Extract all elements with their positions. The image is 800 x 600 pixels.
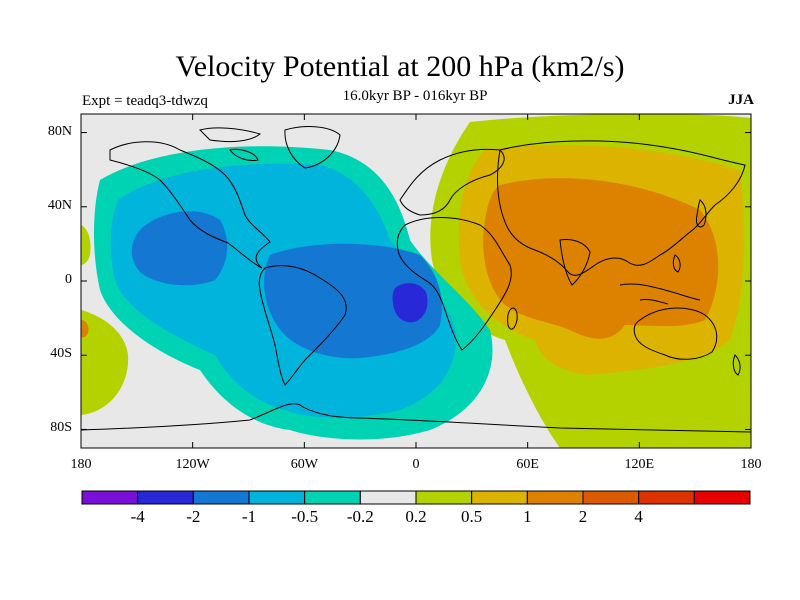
colorbar-label: -2 — [186, 507, 201, 526]
colorbar-swatch — [526, 490, 584, 505]
coastline-australia — [633, 307, 718, 360]
colorbar-label: 2 — [578, 507, 588, 526]
x-tick-label: 120E — [624, 457, 655, 472]
colorbar-swatch — [137, 490, 194, 505]
colorbar-swatch — [359, 490, 417, 505]
x-tick-label: 60W — [290, 457, 318, 472]
y-tick-label: 40N — [47, 197, 72, 213]
coastline-europe — [399, 148, 505, 216]
coastline-north-america — [109, 141, 271, 269]
contour-positive-1 — [483, 178, 719, 339]
coastline-new-zealand — [732, 354, 741, 376]
colorbar-swatch — [638, 490, 695, 505]
contour-positive-orange-small — [81, 320, 89, 338]
season-label: JJA — [728, 92, 754, 108]
colorbar-swatch — [248, 490, 306, 505]
contour-negative-1-south — [264, 243, 442, 359]
colorbar-swatch — [81, 490, 139, 505]
contour-negative-1-north — [131, 211, 228, 286]
contour-negative-2 — [392, 283, 428, 323]
y-tick-label: 80N — [47, 123, 72, 139]
colorbar-label: 1 — [523, 507, 532, 526]
colorbar-swatch — [415, 490, 473, 505]
x-tick-label: 0 — [412, 457, 420, 472]
experiment-label: Expt = teadq3-tdwzq — [82, 93, 208, 109]
y-tick-label: 40S — [50, 346, 72, 362]
x-tick-label: 60E — [516, 457, 539, 472]
coastline-antarctica — [81, 403, 751, 433]
colorbar-label: -0.5 — [291, 507, 319, 526]
coastline-madagascar — [507, 307, 518, 330]
colorbar-swatch — [693, 490, 751, 505]
coastline-south-america — [258, 265, 347, 386]
colorbar-swatch — [304, 490, 361, 505]
coastline-indonesia — [619, 283, 701, 305]
colorbar-swatch — [582, 490, 640, 505]
coastlines — [81, 126, 751, 433]
colorbar-label: 0.5 — [461, 507, 483, 526]
colorbar-label: -4 — [130, 507, 145, 526]
y-tick-label: 0 — [65, 272, 72, 287]
colorbar-label: -0.2 — [346, 507, 374, 526]
coastline-philippines — [672, 254, 681, 273]
coastline-japan — [696, 199, 707, 228]
x-tick-label: 180 — [70, 457, 92, 472]
coastline-arctic-islands — [199, 127, 262, 161]
contour-positive-0.2-west — [81, 310, 129, 415]
colorbar-swatch — [192, 490, 250, 505]
colorbar-label: 4 — [634, 507, 643, 526]
colorbar-label: 0.2 — [405, 507, 427, 526]
map-subtitle: 16.0kyr BP - 016kyr BP — [342, 88, 488, 104]
map-title: Velocity Potential at 200 hPa (km2/s) — [175, 50, 625, 83]
contour-positive-0.2-westtip — [81, 225, 91, 265]
x-tick-label: 180 — [740, 457, 762, 472]
coastline-greenland — [284, 126, 341, 169]
coastline-india — [559, 239, 591, 286]
colorbar — [81, 490, 751, 505]
x-tick-label: 120W — [175, 457, 210, 472]
coastline-asia — [497, 140, 746, 276]
colorbar-swatch — [471, 490, 528, 505]
coastline-africa — [396, 217, 512, 351]
y-tick-label: 80S — [50, 420, 72, 436]
colorbar-label: -1 — [241, 507, 257, 526]
axis-ticks — [80, 114, 752, 448]
